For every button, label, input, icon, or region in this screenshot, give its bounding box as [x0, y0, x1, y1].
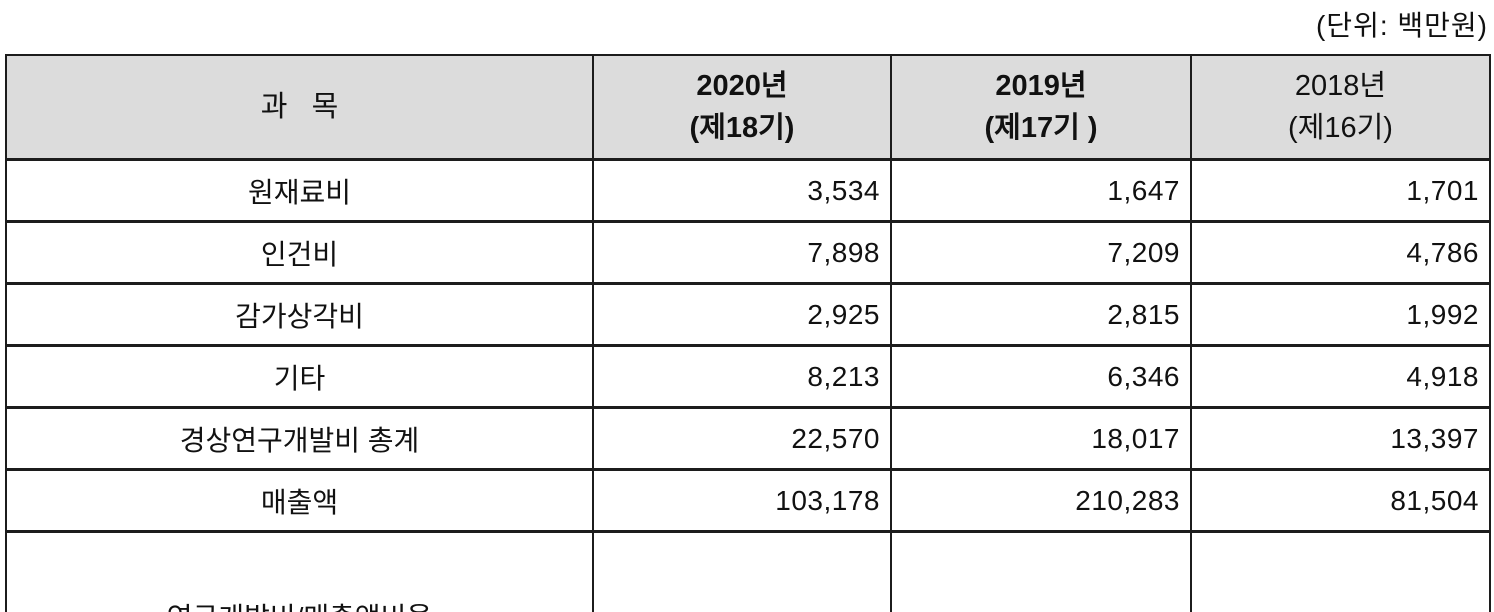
table-row-revenue: 매출액 103,178 210,283 81,504 — [5, 468, 1491, 533]
table-row-rnd-total: 경상연구개발비 총계 22,570 18,017 13,397 — [5, 406, 1491, 471]
row-label: 연구개발비/매출액비율 [연구개발비용계/당기매출액*100] — [5, 529, 594, 612]
table-row-rnd-to-revenue-ratio: 연구개발비/매출액비율 [연구개발비용계/당기매출액*100] 21.9% 8.… — [5, 529, 1491, 612]
value-2018: 4,918 — [1190, 344, 1491, 409]
column-header-2019: 2019년 (제17기 ) — [890, 54, 1192, 161]
value-2020: 7,898 — [592, 220, 892, 285]
year-label: 2018년 — [1294, 69, 1387, 102]
value-2019: 210,283 — [890, 468, 1192, 533]
header-row: 과 목 2020년 (제18기) 2019년 (제17기 ) 2018년 (제1… — [5, 54, 1491, 161]
table-row-other: 기타 8,213 6,346 4,918 — [5, 344, 1491, 409]
table-row-raw-materials: 원재료비 3,534 1,647 1,701 — [5, 158, 1491, 223]
value-2020: 22,570 — [592, 406, 892, 471]
row-label: 매출액 — [5, 468, 594, 533]
value-2020: 8,213 — [592, 344, 892, 409]
value-2020: 103,178 — [592, 468, 892, 533]
term-label: (제18기) — [689, 112, 795, 144]
unit-caption: (단위: 백만원) — [1315, 10, 1488, 41]
value-2019: 6,346 — [890, 344, 1192, 409]
value-2019: 1,647 — [890, 158, 1192, 223]
row-label: 인건비 — [5, 220, 594, 285]
value-2018: 81,504 — [1190, 468, 1491, 533]
row-label: 원재료비 — [5, 158, 594, 223]
column-header-2018: 2018년 (제16기) — [1190, 54, 1491, 161]
row-label: 경상연구개발비 총계 — [5, 406, 594, 471]
value-2019: 18,017 — [890, 406, 1192, 471]
year-label: 2020년 — [696, 69, 788, 102]
table-row-depreciation: 감가상각비 2,925 2,815 1,992 — [5, 282, 1491, 347]
row-label: 감가상각비 — [5, 282, 594, 347]
value-2019: 8.6% — [890, 529, 1192, 612]
value-2019: 2,815 — [890, 282, 1192, 347]
column-header-subject: 과 목 — [5, 54, 594, 161]
value-2019: 7,209 — [890, 220, 1192, 285]
value-2018: 1,701 — [1190, 158, 1491, 223]
row-label: 기타 — [5, 344, 594, 409]
value-2020: 21.9% — [592, 529, 892, 612]
value-2018: 13,397 — [1190, 406, 1491, 471]
year-label: 2019년 — [995, 69, 1087, 102]
value-2018: 16.4% — [1190, 529, 1491, 612]
term-label: (제17기 ) — [984, 112, 1098, 144]
table-row-labor-cost: 인건비 7,898 7,209 4,786 — [5, 220, 1491, 285]
ratio-label-line1: 연구개발비/매출액비율 — [8, 598, 591, 612]
term-label: (제16기) — [1288, 112, 1393, 144]
value-2020: 2,925 — [592, 282, 892, 347]
column-header-2020: 2020년 (제18기) — [592, 54, 892, 161]
value-2018: 4,786 — [1190, 220, 1491, 285]
rnd-expense-table: 과 목 2020년 (제18기) 2019년 (제17기 ) 2018년 (제1… — [5, 54, 1491, 612]
value-2018: 1,992 — [1190, 282, 1491, 347]
value-2020: 3,534 — [592, 158, 892, 223]
